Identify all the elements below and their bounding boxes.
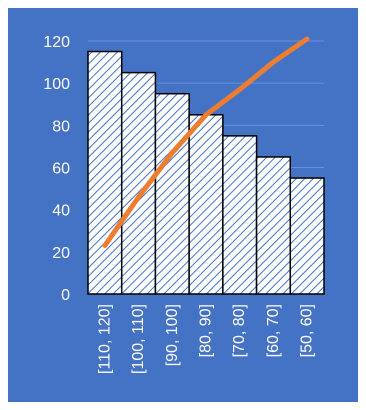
y-tick-label: 80: [52, 118, 70, 135]
x-tick-label: [110, 120]: [96, 304, 113, 374]
bar: [87, 50, 123, 295]
line-series: [102, 36, 310, 248]
bar-series: [87, 50, 325, 295]
y-tick-label: 20: [52, 245, 70, 262]
y-tick-label: 100: [43, 76, 70, 93]
bar: [255, 156, 292, 295]
cumulative-line: [102, 36, 310, 248]
y-tick-label: 40: [52, 203, 70, 220]
bar: [154, 92, 190, 295]
chart-area: 0 20 40 60 80 100 120 [110, 120] [100, 110] [90,…: [8, 8, 358, 402]
x-axis: [110, 120] [100, 110] [90, 100] [80, 90] [70…: [96, 304, 315, 374]
bar: [222, 135, 258, 295]
x-tick-label: [100, 110]: [130, 304, 147, 374]
bar: [289, 177, 325, 295]
x-tick-label: [60, 70]: [265, 304, 282, 357]
pareto-chart: 0 20 40 60 80 100 120 [110, 120] [100, 110] [90,…: [43, 34, 325, 374]
x-tick-label: [80, 90]: [198, 304, 215, 357]
y-tick-label: 0: [61, 287, 70, 304]
bar: [188, 114, 224, 295]
y-axis: 0 20 40 60 80 100 120: [43, 34, 70, 304]
y-tick-label: 120: [43, 34, 70, 51]
x-tick-label: [90, 100]: [164, 304, 181, 366]
x-tick-label: [70, 80]: [231, 304, 248, 357]
x-tick-label: [50, 60]: [299, 304, 316, 357]
y-tick-label: 60: [52, 161, 70, 178]
